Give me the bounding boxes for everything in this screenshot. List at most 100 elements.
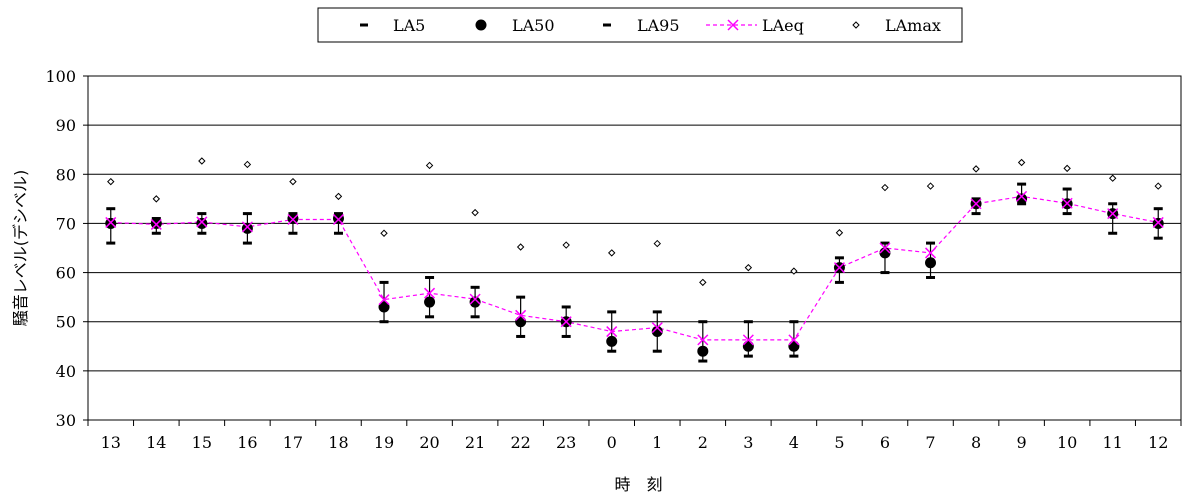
x-tick-label: 5 bbox=[834, 433, 844, 452]
laeq-point bbox=[1152, 216, 1164, 228]
la50-point bbox=[1016, 193, 1028, 205]
la50-point bbox=[196, 217, 208, 229]
la50-point bbox=[606, 335, 618, 347]
legend-la5-label: LA5 bbox=[393, 16, 425, 35]
y-tick-label: 30 bbox=[56, 411, 76, 430]
lamax-point bbox=[972, 165, 980, 173]
legend: LA5 LA50 LA95 LAeq LAmax bbox=[317, 7, 963, 43]
la50-point bbox=[469, 296, 481, 308]
x-tick-label: 2 bbox=[698, 433, 708, 452]
x-tick-label: 9 bbox=[1017, 433, 1027, 452]
la50-point bbox=[788, 340, 800, 352]
laeq-point bbox=[378, 294, 390, 306]
x-tick-label: 20 bbox=[419, 433, 439, 452]
laeq-point bbox=[697, 334, 709, 346]
lamax-point bbox=[562, 241, 570, 249]
la50-point bbox=[925, 257, 937, 269]
la50-point bbox=[651, 326, 663, 338]
laeq-point bbox=[606, 326, 618, 338]
laeq-point bbox=[788, 334, 800, 346]
la50-point bbox=[742, 340, 754, 352]
lamax-point bbox=[881, 183, 889, 192]
legend-lamax-marker bbox=[852, 21, 860, 29]
x-axis-title: 時 刻 bbox=[614, 475, 662, 494]
laeq-point bbox=[924, 247, 937, 259]
x-tick-label: 1 bbox=[652, 433, 662, 452]
laeq-point bbox=[469, 293, 481, 305]
laeq-point bbox=[651, 322, 663, 334]
laeq-point bbox=[1016, 190, 1028, 202]
lamax-point bbox=[790, 267, 798, 275]
laeq-point bbox=[833, 262, 845, 274]
y-tick-label: 90 bbox=[56, 116, 76, 135]
laeq-line bbox=[110, 195, 1159, 341]
x-tick-label: 12 bbox=[1148, 433, 1168, 452]
x-tick-label: 22 bbox=[510, 433, 530, 452]
x-tick-label: 3 bbox=[743, 433, 753, 452]
lamax-point bbox=[198, 157, 206, 165]
laeq-point bbox=[150, 218, 162, 230]
laeq-point bbox=[1061, 197, 1073, 209]
x-tick-label: 10 bbox=[1057, 433, 1077, 452]
la50-point bbox=[424, 296, 436, 308]
legend-laeq-label: LAeq bbox=[762, 16, 804, 35]
y-tick-label: 60 bbox=[56, 264, 76, 283]
legend-la50-label: LA50 bbox=[512, 16, 555, 35]
lamax-point bbox=[608, 249, 616, 257]
lamax-point bbox=[1017, 158, 1026, 167]
laeq-point bbox=[879, 242, 891, 254]
laeq-point bbox=[196, 216, 208, 228]
y-tick-label: 50 bbox=[56, 313, 76, 332]
lamax-point bbox=[380, 229, 388, 237]
x-tick-label: 11 bbox=[1103, 433, 1123, 452]
laeq-point bbox=[1107, 208, 1119, 220]
lamax-point bbox=[653, 239, 661, 248]
lamax-point bbox=[835, 229, 844, 237]
laeq-point bbox=[332, 213, 345, 226]
x-tick-label: 23 bbox=[556, 433, 576, 452]
laeq-point bbox=[287, 213, 299, 226]
x-tick-label: 16 bbox=[237, 433, 257, 452]
x-tick-label: 13 bbox=[101, 433, 121, 452]
y-tick-label: 100 bbox=[45, 67, 76, 86]
x-tick-label: 18 bbox=[328, 433, 348, 452]
legend-la50-marker bbox=[475, 19, 487, 31]
x-tick-label: 19 bbox=[374, 433, 394, 452]
legend-la95-label: LA95 bbox=[637, 16, 680, 35]
x-tick-label: 4 bbox=[789, 433, 799, 452]
x-tick-label: 8 bbox=[971, 433, 981, 452]
la50-point bbox=[241, 222, 253, 234]
lamax-point bbox=[289, 177, 297, 186]
x-tick-label: 17 bbox=[283, 433, 303, 452]
x-tick-label: 6 bbox=[880, 433, 890, 452]
lamax-point bbox=[699, 278, 707, 287]
laeq-point bbox=[424, 287, 436, 299]
x-tick-label: 15 bbox=[192, 433, 212, 452]
laeq-point bbox=[970, 198, 982, 210]
y-tick-label: 70 bbox=[56, 214, 76, 233]
lamax-point bbox=[334, 192, 343, 201]
lamax-point bbox=[1063, 164, 1071, 173]
lamax-point bbox=[1108, 174, 1117, 182]
la50-point bbox=[697, 345, 709, 357]
laeq-point bbox=[560, 316, 572, 328]
lamax-point bbox=[425, 161, 434, 170]
lamax-point bbox=[516, 243, 525, 251]
lamax-point bbox=[243, 160, 252, 169]
laeq-point bbox=[742, 334, 754, 346]
laeq-point bbox=[515, 309, 527, 321]
y-axis-title: 騒音レベル(デシベル) bbox=[11, 170, 30, 327]
lamax-point bbox=[1154, 182, 1162, 190]
lamax-point bbox=[107, 177, 115, 186]
y-tick-label: 80 bbox=[56, 165, 76, 184]
la50-point bbox=[515, 316, 527, 328]
y-tick-label: 40 bbox=[56, 362, 76, 381]
x-tick-label: 14 bbox=[146, 433, 166, 452]
lamax-point bbox=[471, 208, 479, 217]
lamax-point bbox=[926, 182, 935, 190]
x-tick-label: 0 bbox=[607, 433, 617, 452]
lamax-point bbox=[152, 195, 161, 203]
lamax-point bbox=[744, 263, 753, 272]
